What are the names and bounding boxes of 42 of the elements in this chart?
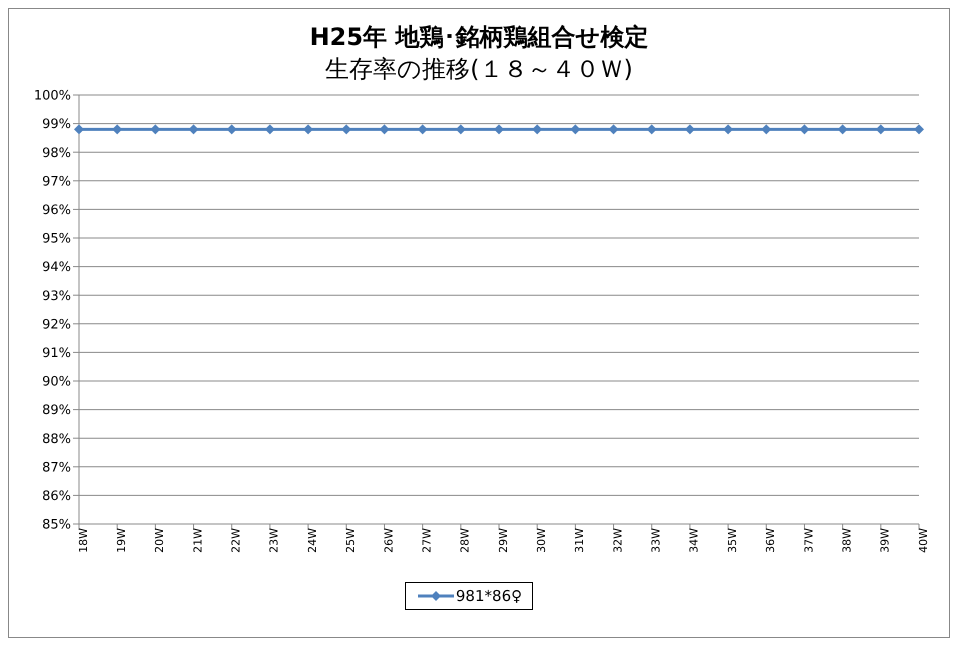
y-tick-label: 86% bbox=[42, 489, 71, 504]
legend-label: 981*86♀ bbox=[454, 587, 522, 605]
x-tick-label: 34W bbox=[688, 528, 701, 553]
y-tick-label: 92% bbox=[42, 317, 71, 332]
x-tick-label: 36W bbox=[764, 528, 778, 553]
x-tick-label: 29W bbox=[496, 528, 510, 553]
x-tick-label: 35W bbox=[726, 528, 739, 553]
y-tick-label: 100% bbox=[34, 88, 71, 104]
y-tick-label: 99% bbox=[42, 117, 71, 132]
y-tick-label: 89% bbox=[42, 403, 71, 418]
x-tick-label: 24W bbox=[306, 528, 319, 553]
x-tick-label: 26W bbox=[382, 528, 396, 553]
y-tick-label: 96% bbox=[42, 203, 71, 218]
x-tick-label: 40W bbox=[916, 528, 930, 553]
x-tick-label: 39W bbox=[878, 528, 892, 553]
chart-subtitle: 生存率の推移(１８～４０Ｗ) bbox=[324, 54, 634, 85]
y-tick-label: 85% bbox=[42, 518, 71, 533]
x-tick-label: 30W bbox=[534, 528, 548, 553]
x-tick-label: 21W bbox=[191, 528, 204, 553]
y-tick-label: 97% bbox=[42, 174, 71, 190]
chart-title: H25年 地鶏･銘柄鶏組合せ検定 bbox=[308, 22, 650, 53]
x-tick-label: 18W bbox=[76, 528, 90, 553]
y-tick-label: 90% bbox=[42, 374, 71, 390]
x-tick-label: 28W bbox=[458, 528, 472, 553]
y-tick-label: 87% bbox=[42, 460, 71, 476]
x-tick-label: 22W bbox=[230, 528, 243, 553]
y-tick-label: 95% bbox=[42, 232, 71, 247]
y-tick-label: 98% bbox=[42, 146, 71, 161]
x-tick-label: 31W bbox=[573, 528, 586, 553]
x-tick-label: 20W bbox=[153, 528, 166, 553]
y-tick-label: 91% bbox=[42, 346, 71, 362]
x-tick-label: 38W bbox=[840, 528, 854, 553]
x-tick-label: 27W bbox=[420, 528, 434, 553]
x-tick-label: 32W bbox=[611, 528, 624, 553]
y-tick-label: 88% bbox=[42, 432, 71, 447]
x-tick-label: 37W bbox=[802, 528, 816, 553]
x-tick-label: 23W bbox=[268, 528, 281, 553]
x-tick-label: 33W bbox=[650, 528, 663, 553]
y-tick-label: 93% bbox=[42, 288, 71, 304]
x-tick-label: 25W bbox=[344, 528, 358, 553]
y-tick-label: 94% bbox=[42, 260, 71, 276]
x-tick-label: 19W bbox=[114, 528, 128, 553]
